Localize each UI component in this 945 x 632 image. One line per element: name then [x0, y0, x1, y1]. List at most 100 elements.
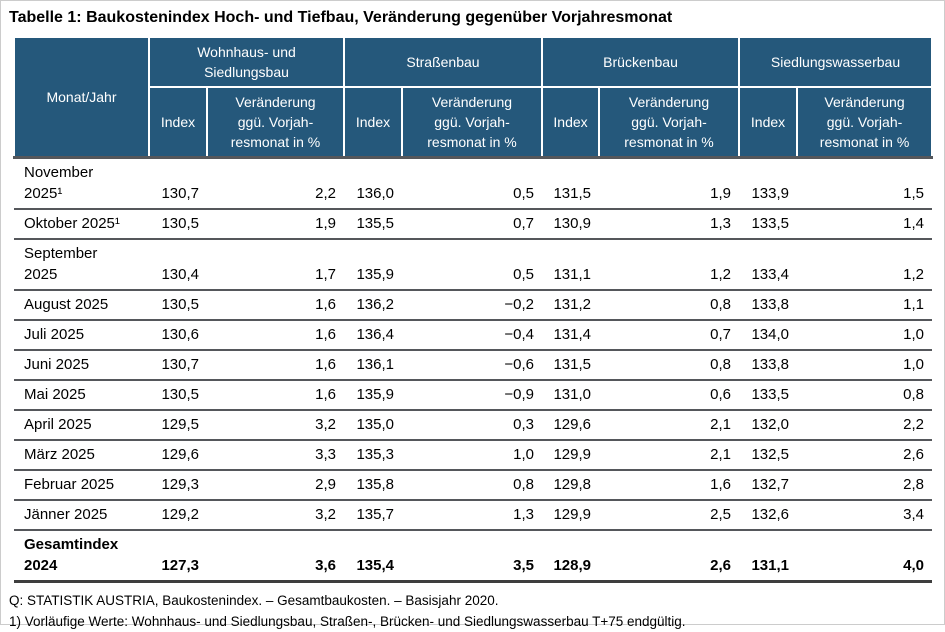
value-cell: 2,1	[599, 439, 740, 471]
table-header: Monat/Jahr Wohnhaus- und Siedlungsbau St…	[13, 36, 934, 158]
value-cell: 1,6	[207, 319, 344, 351]
value-cell: 1,0	[402, 439, 543, 471]
value-cell: 2,2	[207, 155, 344, 210]
value-cell: 1,3	[402, 499, 543, 531]
value-cell: 0,8	[797, 379, 933, 411]
page: Tabelle 1: Baukostenindex Hoch- und Tief…	[1, 9, 944, 632]
value-cell: 133,8	[739, 289, 798, 321]
column-header-change: Veränderung ggü. Vorjah- resmonat in %	[796, 86, 934, 158]
value-cell: 1,1	[797, 289, 933, 321]
value-cell: 132,6	[739, 499, 798, 531]
value-cell: 1,4	[797, 208, 933, 240]
value-cell: 131,1	[739, 529, 798, 583]
month-cell: Februar 2025	[14, 469, 149, 501]
value-cell: 1,6	[599, 469, 740, 501]
value-cell: 129,9	[542, 499, 600, 531]
value-cell: 3,2	[207, 499, 344, 531]
table-title: Tabelle 1: Baukostenindex Hoch- und Tief…	[9, 9, 673, 26]
value-cell: 129,2	[149, 499, 207, 531]
value-cell: 0,3	[402, 409, 543, 441]
value-cell: 3,5	[402, 529, 543, 583]
value-cell: 2,6	[599, 529, 740, 583]
value-cell: 131,5	[542, 349, 600, 381]
value-cell: 135,3	[344, 439, 402, 471]
footnote: 1) Vorläufige Werte: Wohnhaus- und Siedl…	[9, 613, 686, 629]
value-cell: 127,3	[149, 529, 207, 583]
value-cell: 136,0	[344, 155, 402, 210]
value-cell: 133,5	[739, 208, 798, 240]
month-cell: November 2025¹	[14, 155, 149, 210]
value-cell: 129,6	[149, 439, 207, 471]
value-cell: 1,9	[207, 208, 344, 240]
value-cell: 1,9	[599, 155, 740, 210]
month-cell: September 2025	[14, 238, 149, 291]
value-cell: 2,9	[207, 469, 344, 501]
month-cell: Gesamtindex 2024	[14, 529, 149, 583]
value-cell: 0,8	[402, 469, 543, 501]
value-cell: 1,5	[797, 155, 933, 210]
group-header-row: Monat/Jahr Wohnhaus- und Siedlungsbau St…	[13, 36, 934, 158]
table-row: Februar 2025 129,3 2,9 135,8 0,8 129,8 1,6 132,…	[14, 469, 933, 501]
value-cell: 130,7	[149, 155, 207, 210]
value-cell: 3,2	[207, 409, 344, 441]
column-header-index: Index	[148, 86, 208, 158]
value-cell: 4,0	[797, 529, 933, 583]
table-row: Oktober 2025¹ 130,5 1,9 135,5 0,7 130,9 1,3 133…	[14, 208, 933, 240]
column-header-change: Veränderung ggü. Vorjah- resmonat in %	[206, 86, 345, 158]
month-cell: April 2025	[14, 409, 149, 441]
value-cell: 0,8	[599, 289, 740, 321]
sub-header-row: Index Veränderung ggü. Vorjah- resmonat …	[14, 86, 934, 158]
value-cell: 2,1	[599, 409, 740, 441]
month-cell: August 2025	[14, 289, 149, 321]
column-header-change: Veränderung ggü. Vorjah- resmonat in %	[400, 86, 544, 158]
value-cell: 129,6	[542, 409, 600, 441]
value-cell: 130,5	[149, 289, 207, 321]
value-cell: 3,6	[207, 529, 344, 583]
value-cell: 1,6	[207, 349, 344, 381]
value-cell: 3,4	[797, 499, 933, 531]
value-cell: 1,6	[207, 379, 344, 411]
value-cell: 0,6	[599, 379, 740, 411]
value-cell: −0,9	[402, 379, 543, 411]
value-cell: 133,8	[739, 349, 798, 381]
table-row: Jänner 2025 129,2 3,2 135,7 1,3 129,9 2,5 132,6…	[14, 499, 933, 531]
table-row: Mai 2025 130,5 1,6 135,9 −0,9 131,0 0,6 133,5 0,…	[14, 379, 933, 411]
value-cell: 2,5	[599, 499, 740, 531]
month-cell: Oktober 2025¹	[14, 208, 149, 240]
value-cell: 129,3	[149, 469, 207, 501]
value-cell: 130,6	[149, 319, 207, 351]
value-cell: 131,2	[542, 289, 600, 321]
value-cell: 128,9	[542, 529, 600, 583]
source-note: Q: STATISTIK AUSTRIA, Baukostenindex. – …	[9, 592, 499, 608]
column-header-monat-jahr: Monat/Jahr	[13, 36, 150, 158]
value-cell: 135,5	[344, 208, 402, 240]
month-cell: Juni 2025	[14, 349, 149, 381]
group-header-wohnhaus-siedlungsbau: Wohnhaus- und Siedlungsbau	[148, 36, 345, 88]
value-cell: 135,8	[344, 469, 402, 501]
value-cell: 131,1	[542, 238, 600, 291]
value-cell: 133,9	[739, 155, 798, 210]
value-cell: 130,5	[149, 208, 207, 240]
value-cell: 133,4	[739, 238, 798, 291]
value-cell: 0,5	[402, 238, 543, 291]
value-cell: 132,0	[739, 409, 798, 441]
value-cell: 1,6	[207, 289, 344, 321]
value-cell: 2,6	[797, 439, 933, 471]
value-cell: 130,4	[149, 238, 207, 291]
group-header-brueckenbau: Brückenbau	[541, 36, 741, 88]
value-cell: −0,4	[402, 319, 543, 351]
value-cell: 135,7	[344, 499, 402, 531]
value-cell: 2,2	[797, 409, 933, 441]
value-cell: 130,7	[149, 349, 207, 381]
value-cell: 132,7	[739, 469, 798, 501]
value-cell: −0,6	[402, 349, 543, 381]
value-cell: 130,5	[149, 379, 207, 411]
value-cell: 135,4	[344, 529, 402, 583]
table-row: Juni 2025 130,7 1,6 136,1 −0,6 131,5 0,8 133,8 1…	[14, 349, 933, 381]
value-cell: 1,2	[797, 238, 933, 291]
value-cell: 0,5	[402, 155, 543, 210]
value-cell: 2,8	[797, 469, 933, 501]
value-cell: 136,1	[344, 349, 402, 381]
table-row: November 2025¹ 130,7 2,2 136,0 0,5 131,5 1,9 13…	[14, 155, 933, 210]
column-header-change: Veränderung ggü. Vorjah- resmonat in %	[598, 86, 741, 158]
